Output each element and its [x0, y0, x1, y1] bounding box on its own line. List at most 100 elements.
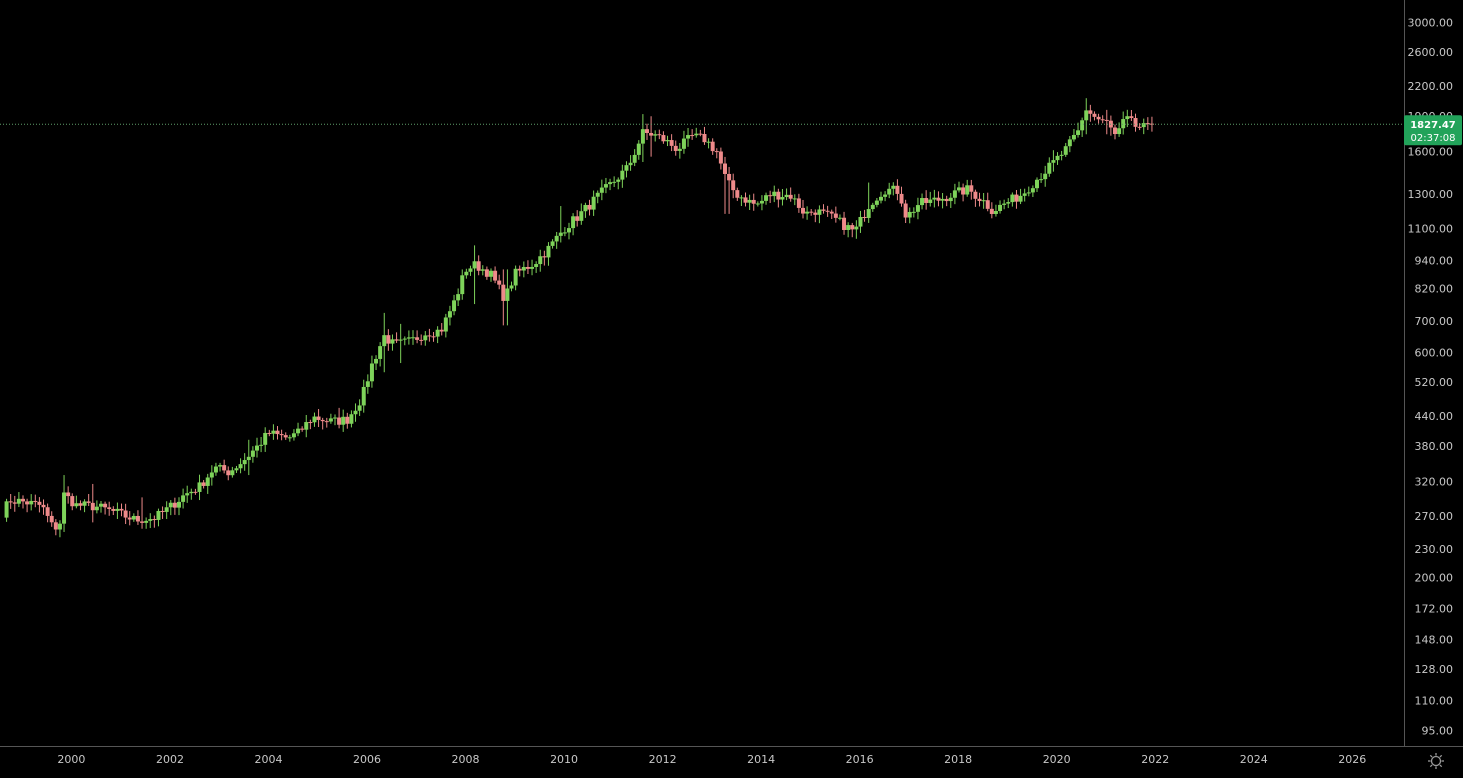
candle-body: [1067, 139, 1072, 147]
candle-body: [846, 225, 851, 230]
candle-body: [468, 268, 473, 272]
candle-body: [267, 432, 272, 434]
candle-body: [308, 422, 313, 424]
candle-body: [722, 163, 727, 174]
candle-body: [488, 270, 493, 277]
candle-body: [148, 519, 153, 521]
candle-body: [694, 133, 699, 136]
candle-body: [254, 445, 259, 451]
candle-body: [1141, 123, 1146, 128]
candle-body: [1133, 118, 1138, 127]
candle-body: [1096, 116, 1101, 120]
candle-body: [517, 268, 522, 271]
candle-body: [357, 405, 362, 411]
price-tick-label: 1100.00: [1408, 222, 1454, 235]
candle-body: [681, 138, 686, 149]
candle-body: [1100, 119, 1105, 121]
candle-body: [386, 335, 391, 344]
price-tick-label: 320.00: [1415, 475, 1454, 488]
candle-body: [324, 421, 329, 423]
candle-body: [419, 339, 424, 341]
candle-body: [1047, 162, 1052, 174]
candle-body: [649, 132, 654, 136]
candle-body: [497, 280, 502, 285]
candle-body: [862, 216, 867, 218]
candle-body: [493, 270, 498, 281]
time-tick-label: 2000: [57, 753, 85, 766]
candle-body: [842, 217, 847, 230]
candle-body: [657, 134, 662, 136]
candle-body: [550, 241, 555, 246]
candle-body: [788, 194, 793, 199]
candle-body: [152, 519, 157, 521]
candle-body: [698, 133, 703, 135]
candle-body: [123, 510, 128, 518]
price-tick-label: 940.00: [1415, 254, 1454, 267]
candle-body: [57, 523, 62, 530]
candle-body: [813, 212, 818, 215]
candle-body: [452, 300, 457, 312]
time-axis[interactable]: 2000 2002 2004 2006 2008 2010 2012 2014 2016 2018…: [0, 746, 1463, 767]
candle-body: [673, 145, 678, 151]
candle-body: [460, 275, 465, 295]
candle-body: [772, 191, 777, 197]
candle-body: [792, 198, 797, 200]
candle-body: [86, 501, 91, 503]
candle-body: [538, 256, 543, 265]
time-tick-label: 2022: [1141, 753, 1169, 766]
candle-body: [398, 339, 403, 341]
candle-body: [107, 507, 112, 510]
candle-body: [891, 185, 896, 189]
candle-body: [263, 432, 268, 445]
candle-body: [755, 203, 760, 205]
candle-body: [1014, 194, 1019, 202]
candle-body: [805, 211, 810, 214]
candle-body: [1129, 116, 1134, 119]
candle-body: [320, 419, 325, 422]
price-tick-label: 148.00: [1415, 633, 1454, 646]
candle-body: [710, 141, 715, 152]
candle-body: [739, 197, 744, 199]
candle-body: [796, 198, 801, 208]
price-tick-label: 270.00: [1415, 510, 1454, 523]
candle-body: [1034, 179, 1039, 189]
candle-body: [410, 337, 415, 339]
candle-body: [509, 285, 514, 289]
candle-body: [271, 430, 276, 434]
price-tick-label: 110.00: [1415, 694, 1454, 707]
gear-icon[interactable]: [1428, 753, 1444, 769]
candle-body: [677, 148, 682, 151]
candle-body: [37, 501, 42, 505]
time-tick-label: 2006: [353, 753, 381, 766]
candle-body: [176, 501, 181, 508]
time-tick-label: 2004: [254, 753, 282, 766]
candle-body: [259, 444, 264, 446]
candle-body: [291, 433, 296, 438]
candle-body: [911, 211, 916, 213]
candle-body: [168, 502, 173, 508]
candle-body: [365, 381, 370, 387]
candle-body: [903, 203, 908, 218]
candle-body: [940, 198, 945, 201]
candle-body: [825, 210, 830, 212]
candle-body: [965, 185, 970, 195]
candle-body: [829, 211, 834, 214]
candle-body: [332, 417, 337, 419]
candle-body: [431, 336, 436, 338]
candle-body: [743, 197, 748, 203]
candle-body: [20, 498, 25, 502]
candle-body: [140, 521, 145, 523]
candle-body: [390, 339, 395, 344]
candle-body: [234, 468, 239, 471]
candle-body: [887, 188, 892, 195]
price-axis[interactable]: 3000.002600.002200.001900.001600.001300.…: [1404, 0, 1454, 747]
candle-body: [936, 197, 941, 201]
candle-body: [300, 428, 305, 430]
price-tick-label: 380.00: [1415, 440, 1454, 453]
candle-body: [193, 491, 198, 493]
candle-body: [1137, 126, 1142, 128]
time-tick-label: 2010: [550, 753, 578, 766]
candle-body: [866, 209, 871, 218]
